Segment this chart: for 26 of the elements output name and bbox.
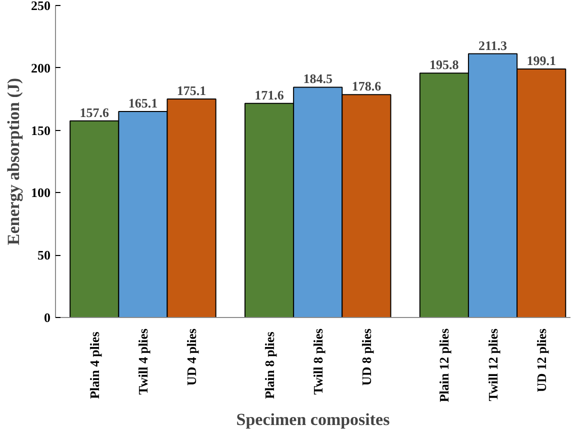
y-tick-label: 250	[31, 0, 50, 13]
x-tick-label: UD 12 plies	[534, 328, 549, 392]
data-label: 175.1	[176, 82, 206, 98]
y-axis-title: Eenergy absorption (J)	[4, 78, 23, 246]
x-tick-label: Twill 12 plies	[485, 328, 500, 402]
data-label: 165.1	[128, 95, 158, 110]
data-label: 199.1	[526, 53, 556, 68]
data-label: 195.8	[430, 57, 460, 72]
x-tick-label: Plain 4 plies	[86, 332, 102, 399]
y-tick-label: 200	[31, 60, 50, 76]
x-tick-label: Twill 8 plies	[310, 328, 326, 395]
data-label: 184.5	[303, 71, 333, 86]
data-label: 157.6	[80, 104, 110, 120]
x-tick-label: UD 4 plies	[184, 328, 200, 386]
x-tick-label: UD 8 plies	[358, 328, 374, 386]
y-tick-label: 100	[31, 185, 50, 200]
x-tick-label: Plain 12 plies	[436, 328, 452, 402]
data-label: 211.3	[478, 38, 508, 53]
x-axis-title: Specimen composites	[236, 410, 390, 430]
x-tick-label: Twill 4 plies	[135, 328, 150, 395]
y-tick-label: 50	[38, 248, 50, 263]
y-tick-label: 0	[44, 310, 50, 325]
x-tick-label: Plain 8 plies	[262, 332, 277, 399]
y-tick-label: 150	[31, 122, 50, 138]
data-label: 178.6	[352, 78, 382, 94]
data-label: 171.6	[254, 87, 284, 102]
